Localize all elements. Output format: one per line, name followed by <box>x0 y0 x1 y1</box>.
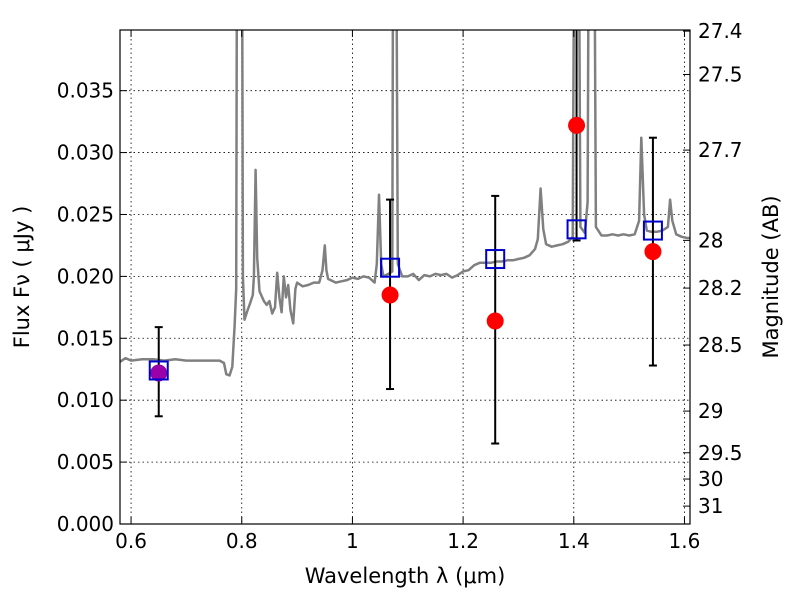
y-tick-label: 0.030 <box>57 141 114 165</box>
y-tick-label: 0.000 <box>57 512 114 536</box>
x-tick-label: 0.8 <box>226 529 258 553</box>
y-tick-label: 0.020 <box>57 264 114 288</box>
model-point <box>566 219 587 240</box>
y2-tick-label: 27.5 <box>698 62 743 86</box>
y-tick-label: 0.035 <box>57 79 114 103</box>
y2-tick-label: 30 <box>698 467 723 491</box>
plot-frame <box>119 29 691 525</box>
observed-point <box>568 116 586 134</box>
y2-tick-label: 28.2 <box>698 276 743 300</box>
model-point <box>380 257 401 278</box>
y2-tick-label: 28.5 <box>698 333 743 357</box>
x-tick-label: 0.6 <box>115 529 147 553</box>
model-point <box>148 360 169 381</box>
y-axis-label: Flux Fν ( μJy ) <box>10 206 34 349</box>
y2-tick-label: 27.4 <box>698 19 743 43</box>
y2-tick-label: 31 <box>698 494 723 518</box>
x-tick-label: 1.2 <box>447 529 479 553</box>
y-tick-label: 0.010 <box>57 388 114 412</box>
y2-tick-label: 29.5 <box>698 441 743 465</box>
model-point <box>485 249 506 270</box>
axis-ticks: 0.6 0.8 1 1.2 1.4 1.6 0.000 0.005 0.010 0.015 0.02… <box>57 19 743 553</box>
y-tick-label: 0.015 <box>57 326 114 350</box>
model-points <box>148 219 663 381</box>
model-point <box>642 220 663 241</box>
x-tick-label: 1.6 <box>669 529 701 553</box>
observed-points <box>150 116 662 382</box>
observed-point <box>381 286 399 304</box>
y2-tick-label: 28 <box>698 228 723 252</box>
x-axis-label: Wavelength λ (μm) <box>305 564 506 588</box>
y2-tick-label: 27.7 <box>698 138 743 162</box>
y2-tick-label: 29 <box>698 399 723 423</box>
y-tick-label: 0.005 <box>57 450 114 474</box>
observed-point <box>644 243 662 261</box>
observed-point <box>486 312 504 330</box>
x-tick-label: 1 <box>346 529 359 553</box>
y-tick-label: 0.025 <box>57 202 114 226</box>
y2-axis-label: Magnitude (AB) <box>759 195 783 358</box>
x-tick-label: 1.4 <box>558 529 590 553</box>
plot-content <box>120 30 690 445</box>
spectrum-line <box>120 30 690 377</box>
